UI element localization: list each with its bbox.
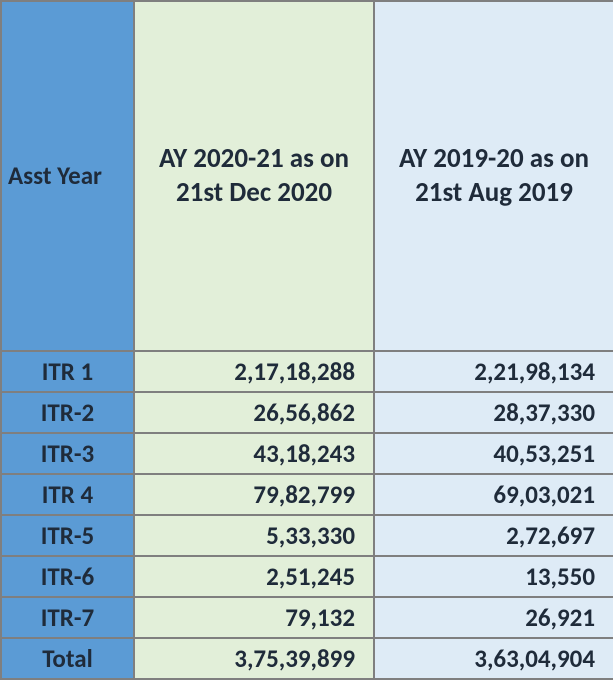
col-header-asst-year: Asst Year [1,1,134,351]
cell-asst-year: ITR 1 [1,351,134,392]
table-row: ITR-3 43,18,243 40,53,251 [1,433,613,474]
cell-ay-2019-20: 13,550 [374,556,613,597]
table-header-row: Asst Year AY 2020-21 as on 21st Dec 2020… [1,1,613,351]
cell-ay-2020-21: 79,82,799 [134,474,374,515]
cell-ay-2020-21: 26,56,862 [134,392,374,433]
cell-asst-year: Total [1,638,134,679]
col-header-ay-2019-20: AY 2019-20 as on 21st Aug 2019 [374,1,613,351]
cell-ay-2020-21: 2,51,245 [134,556,374,597]
table-row: ITR-7 79,132 26,921 [1,597,613,638]
cell-asst-year: ITR-7 [1,597,134,638]
cell-ay-2019-20: 28,37,330 [374,392,613,433]
cell-ay-2019-20: 2,72,697 [374,515,613,556]
cell-ay-2019-20: 26,921 [374,597,613,638]
cell-ay-2019-20: 2,21,98,134 [374,351,613,392]
table-row: ITR-5 5,33,330 2,72,697 [1,515,613,556]
cell-asst-year: ITR-2 [1,392,134,433]
cell-ay-2020-21: 5,33,330 [134,515,374,556]
cell-ay-2020-21: 79,132 [134,597,374,638]
cell-asst-year: ITR-5 [1,515,134,556]
itr-filing-table: Asst Year AY 2020-21 as on 21st Dec 2020… [0,0,613,680]
cell-ay-2019-20: 40,53,251 [374,433,613,474]
cell-asst-year: ITR-6 [1,556,134,597]
cell-ay-2019-20: 3,63,04,904 [374,638,613,679]
cell-ay-2020-21: 43,18,243 [134,433,374,474]
cell-ay-2019-20: 69,03,021 [374,474,613,515]
cell-asst-year: ITR-3 [1,433,134,474]
col-header-ay-2020-21: AY 2020-21 as on 21st Dec 2020 [134,1,374,351]
cell-ay-2020-21: 2,17,18,288 [134,351,374,392]
table-row: ITR-2 26,56,862 28,37,330 [1,392,613,433]
cell-asst-year: ITR 4 [1,474,134,515]
table-row-total: Total 3,75,39,899 3,63,04,904 [1,638,613,679]
cell-ay-2020-21: 3,75,39,899 [134,638,374,679]
table-row: ITR-6 2,51,245 13,550 [1,556,613,597]
table-row: ITR 1 2,17,18,288 2,21,98,134 [1,351,613,392]
table-row: ITR 4 79,82,799 69,03,021 [1,474,613,515]
